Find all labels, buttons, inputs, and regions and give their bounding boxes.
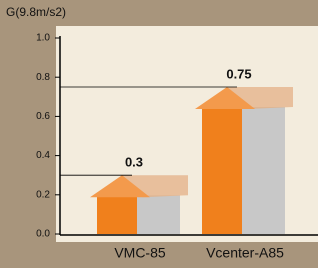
y-tick-label: 0.2 — [36, 189, 50, 200]
value-label: 0.3 — [125, 155, 143, 170]
house-front — [202, 107, 242, 234]
y-tick-label: 0.8 — [36, 72, 50, 83]
y-tick-label: 0.4 — [36, 150, 50, 161]
y-tick-label: 1.0 — [36, 33, 50, 44]
x-tick-label: Vcenter-A85 — [206, 245, 284, 261]
y-tick-label: 0.6 — [36, 111, 50, 122]
house-side — [242, 107, 285, 234]
x-tick-label: VMC-85 — [114, 245, 166, 261]
value-label: 0.75 — [226, 66, 251, 81]
chart: G(9.8m/s2) 0.0 0.2 0.4 0.6 0.8 1.0 VMC-85 0.3 Vc… — [0, 0, 318, 268]
house-side — [137, 195, 180, 234]
house-front — [97, 195, 137, 234]
y-axis-label: G(9.8m/s2) — [6, 5, 66, 19]
y-tick-label: 0.0 — [36, 229, 50, 240]
